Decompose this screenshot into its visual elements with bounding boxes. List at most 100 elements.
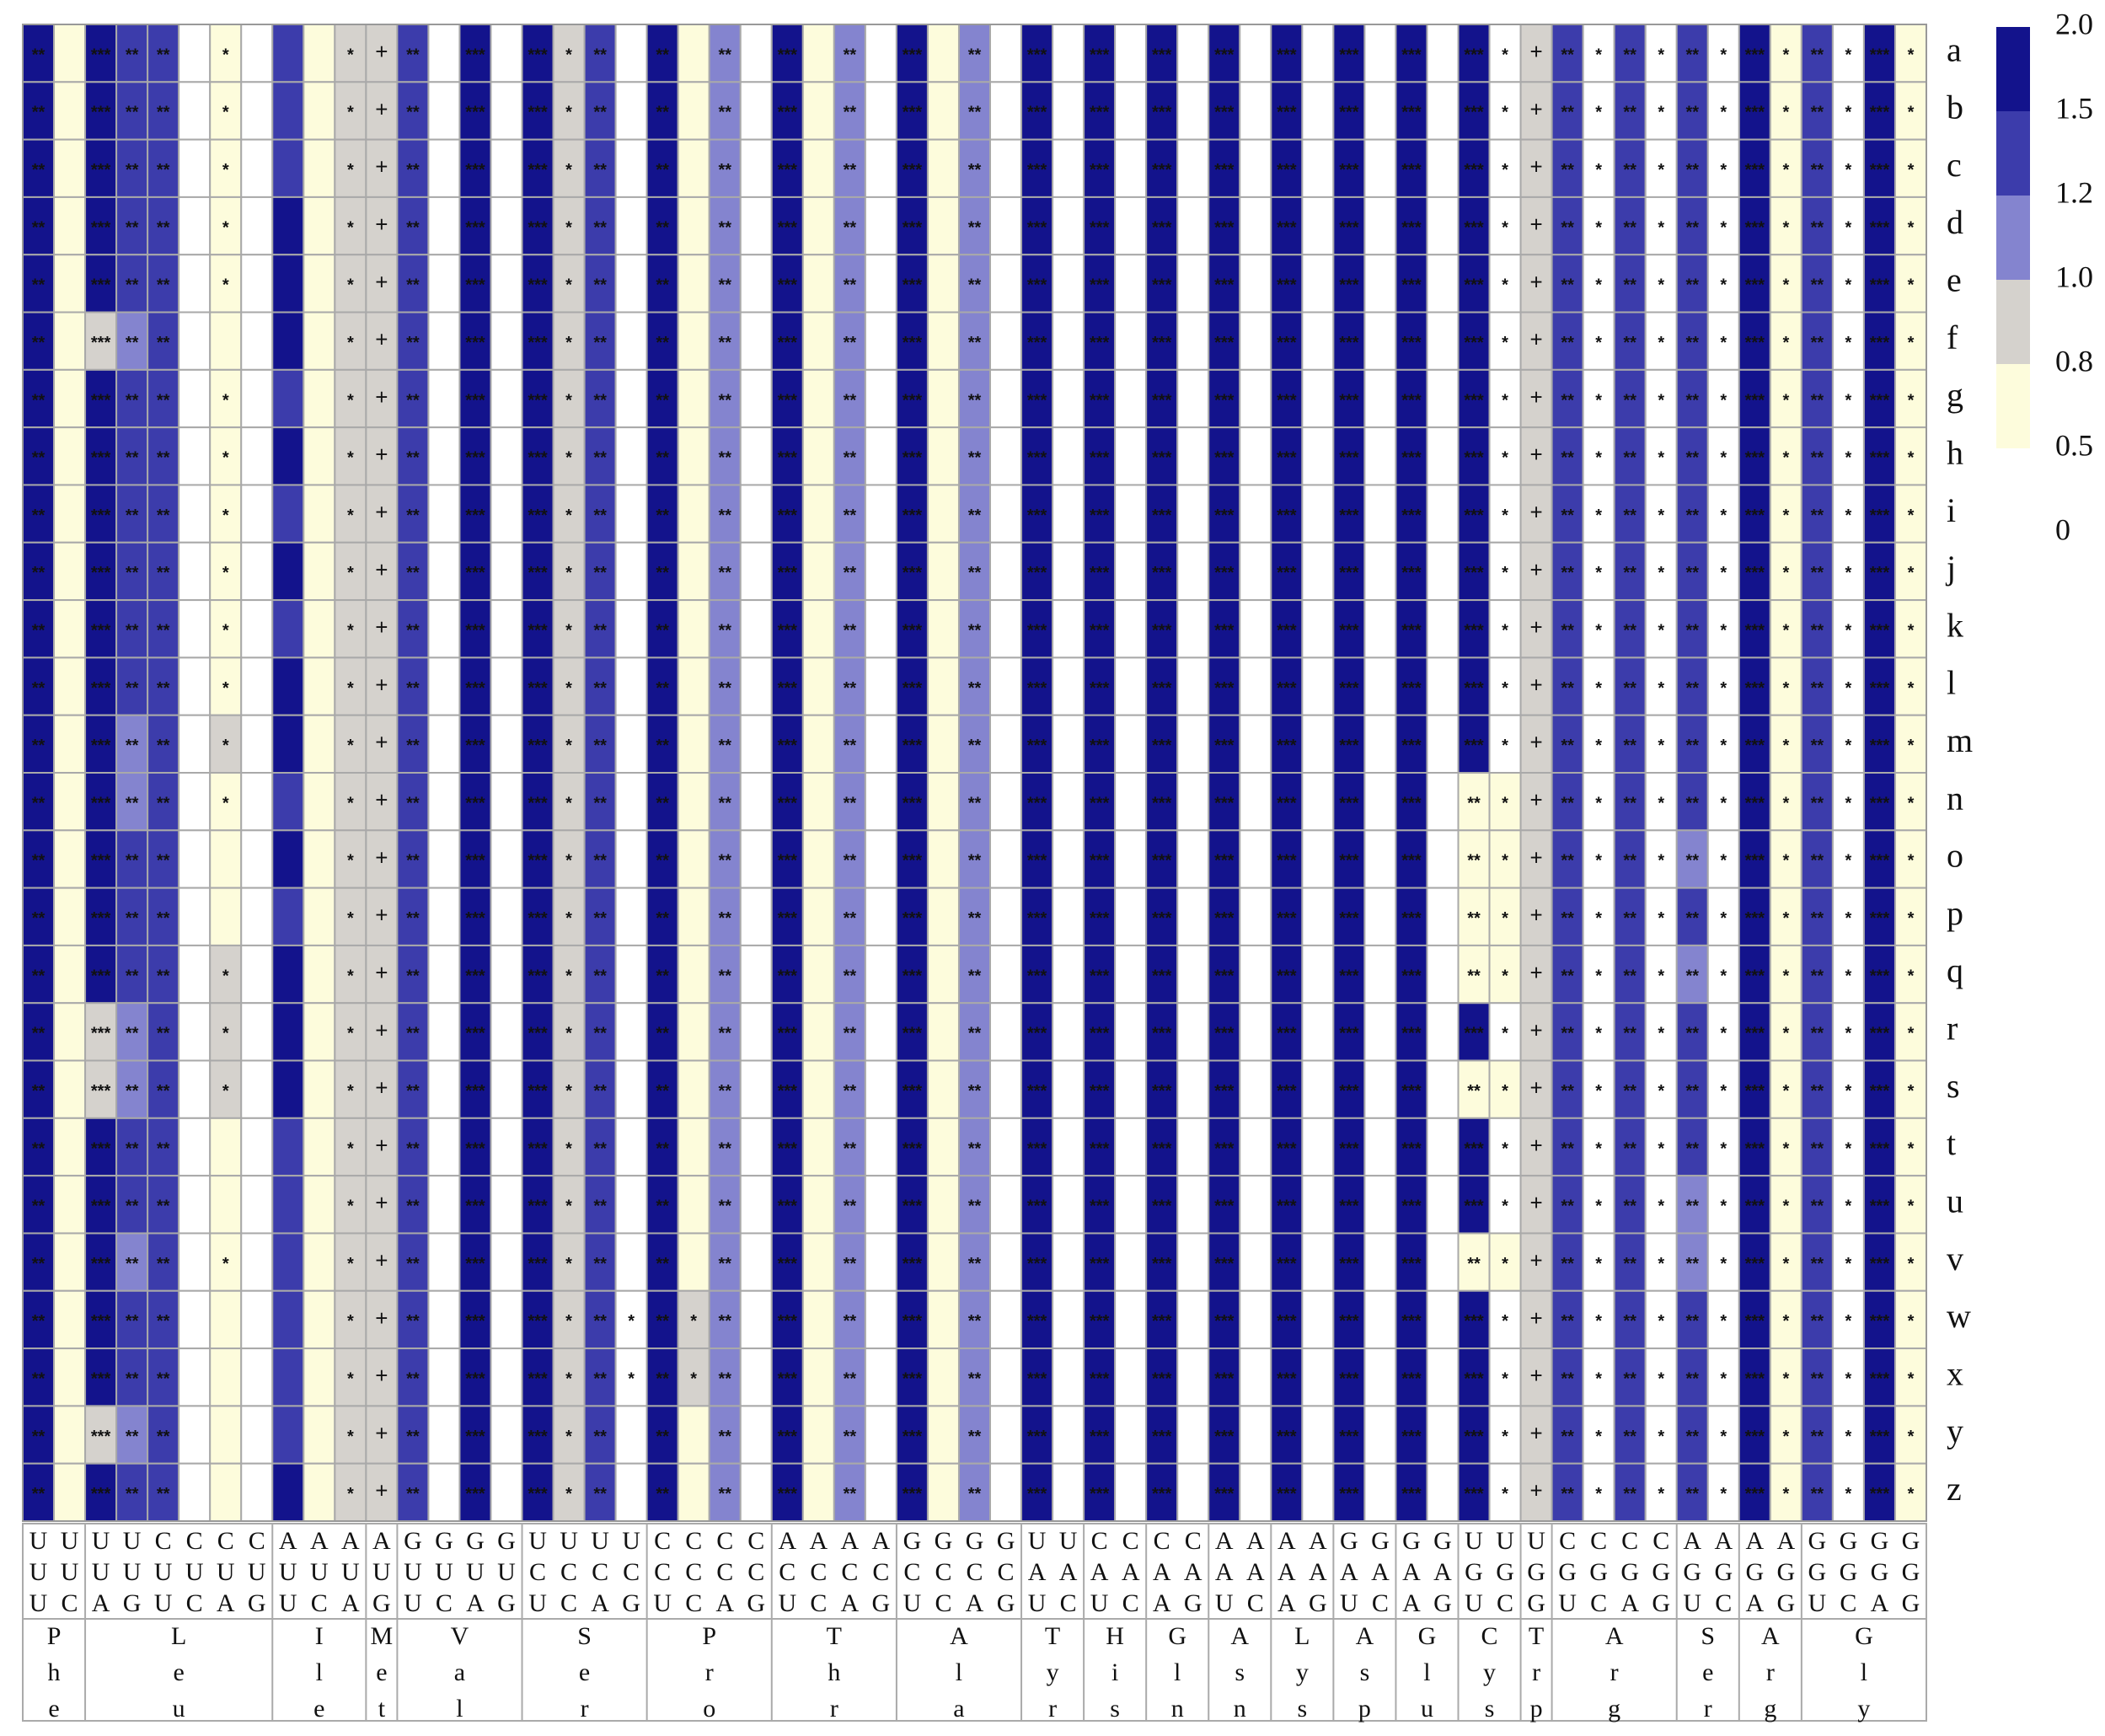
heatmap-cell: [1020, 1348, 1054, 1407]
heatmap-cell: [240, 311, 274, 371]
heatmap-cell: [1145, 1232, 1179, 1292]
significance-mark: **: [1811, 1428, 1824, 1446]
heatmap-cell: [303, 1289, 336, 1350]
heatmap-cell: [1488, 714, 1522, 774]
heatmap-cell: [1020, 1117, 1054, 1177]
heatmap-cell: [1239, 887, 1272, 946]
significance-mark: ***: [1090, 391, 1110, 410]
heatmap-cell: [833, 254, 866, 313]
heatmap-cell: [552, 772, 586, 832]
heatmap-cell: [864, 541, 897, 602]
significance-mark: **: [656, 852, 669, 871]
codon-label: CGA: [1616, 1527, 1644, 1621]
heatmap-cell: [1176, 426, 1210, 486]
row-label: p: [1947, 894, 1963, 932]
significance-mark: **: [718, 1025, 731, 1043]
heatmap-cell: [1769, 944, 1802, 1005]
heatmap-cell: [645, 887, 679, 946]
significance-mark: *: [1595, 334, 1602, 352]
heatmap-cell: [645, 311, 679, 371]
heatmap-cell: [864, 81, 897, 141]
significance-mark: ***: [1027, 622, 1047, 640]
significance-mark: ***: [1870, 564, 1890, 582]
heatmap-cell: [864, 254, 897, 313]
amino-acid-label: Gln: [1164, 1622, 1192, 1731]
heatmap-cell: [1301, 829, 1335, 889]
heatmap-cell: [801, 1117, 835, 1177]
significance-mark: **: [1685, 794, 1699, 812]
heatmap-cell: [22, 1405, 56, 1465]
heatmap-cell: [770, 829, 804, 889]
significance-mark: ***: [1152, 622, 1172, 640]
significance-mark: ***: [1339, 564, 1359, 582]
significance-mark: **: [593, 391, 607, 410]
heatmap-cell: [178, 1117, 212, 1177]
heatmap-cell: [115, 772, 149, 832]
significance-mark: **: [406, 276, 420, 295]
heatmap-cell: [1270, 196, 1304, 256]
heatmap-cell: [739, 1462, 773, 1522]
heatmap-cell: [1363, 714, 1397, 774]
significance-mark: ***: [1027, 218, 1047, 237]
heatmap-cell: [677, 368, 710, 429]
significance-mark: ***: [1401, 564, 1422, 582]
codon-label: CCU: [649, 1527, 677, 1621]
significance-mark: *: [565, 218, 572, 237]
heatmap-cell: [677, 426, 710, 486]
heatmap-cell: [989, 1232, 1023, 1292]
significance-mark: ***: [1870, 449, 1890, 468]
heatmap-cell: [1644, 81, 1678, 141]
significance-mark: **: [126, 1198, 139, 1216]
significance-mark: *: [1720, 391, 1727, 410]
significance-mark: ***: [1027, 161, 1047, 179]
heatmap-cell: [1052, 829, 1085, 889]
significance-mark: **: [126, 506, 139, 525]
heatmap-cell: [614, 81, 648, 141]
significance-mark: **: [968, 506, 982, 525]
significance-mark: ***: [903, 391, 923, 410]
heatmap-cell: [739, 1289, 773, 1350]
significance-mark: *: [565, 909, 572, 928]
significance-mark: ***: [1152, 564, 1172, 582]
significance-mark: **: [593, 46, 607, 64]
significance-mark: **: [157, 794, 170, 812]
significance-mark: *: [1782, 737, 1789, 755]
heatmap-cell: [1208, 1405, 1241, 1465]
significance-mark: ***: [528, 104, 548, 122]
heatmap-cell: [1426, 1002, 1460, 1062]
significance-mark: ***: [1870, 967, 1890, 985]
heatmap-cell: [1363, 426, 1397, 486]
significance-mark: **: [593, 449, 607, 468]
heatmap-cell: [271, 484, 305, 544]
heatmap-cell: [365, 1059, 399, 1119]
row-label: t: [1947, 1124, 1956, 1162]
significance-mark: **: [406, 391, 420, 410]
significance-mark: ***: [1214, 161, 1235, 179]
significance-mark: ***: [1464, 679, 1484, 698]
heatmap-cell: [303, 368, 336, 429]
heatmap-cell: [490, 254, 523, 313]
significance-mark: **: [844, 276, 857, 295]
significance-mark: **: [157, 852, 170, 871]
heatmap-cell: [240, 1405, 274, 1465]
heatmap-cell: [1363, 1348, 1397, 1407]
significance-mark: ***: [778, 1312, 798, 1331]
significance-mark: ***: [465, 1370, 485, 1389]
heatmap-cell: [1395, 1348, 1428, 1407]
significance-mark: *: [1502, 1139, 1508, 1158]
significance-mark: **: [718, 391, 731, 410]
heatmap-cell: [490, 1348, 523, 1407]
heatmap-cell: [1176, 196, 1210, 256]
significance-mark: ***: [1464, 1485, 1484, 1503]
heatmap-cell: [53, 887, 87, 946]
heatmap-cell: [178, 944, 212, 1005]
significance-mark: *: [1782, 334, 1789, 352]
heatmap-cell: [240, 1232, 274, 1292]
heatmap-cell: [303, 81, 336, 141]
significance-mark: *: [1845, 1370, 1852, 1389]
heatmap-cell: [677, 484, 710, 544]
significance-mark: ***: [1870, 1485, 1890, 1503]
significance-mark: *: [1595, 564, 1602, 582]
heatmap-cell: [957, 138, 992, 198]
significance-mark: ***: [1745, 161, 1765, 179]
